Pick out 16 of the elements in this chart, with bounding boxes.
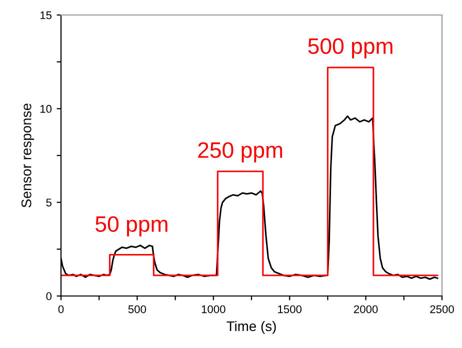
x-tick-label: 2000: [354, 305, 378, 314]
x-tick-label: 2500: [430, 305, 454, 314]
x-tick-label: 1500: [278, 305, 302, 314]
y-axis-title: Sensor response: [21, 104, 34, 208]
x-tick-label: 0: [58, 305, 64, 314]
x-tick-label: 500: [128, 305, 146, 314]
line-series: [61, 66, 438, 276]
y-tick-label: 15: [40, 11, 52, 20]
y-tick-label: 10: [40, 104, 52, 113]
x-axis-title: Time (s): [226, 320, 276, 334]
y-tick-label: 5: [46, 198, 52, 206]
annotation: 250 ppm: [198, 142, 282, 162]
annotation: 50 ppm: [96, 216, 168, 236]
x-tick-label: 1000: [202, 305, 226, 314]
y-tick-label: 0: [46, 292, 52, 300]
annotation: 500 ppm: [308, 38, 392, 58]
